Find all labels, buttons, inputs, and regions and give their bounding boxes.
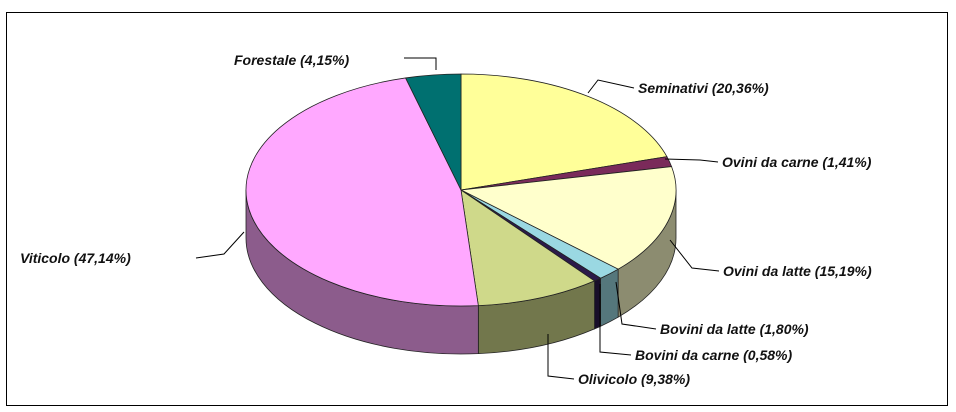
pie-slice-ovini-da-latte: [459, 166, 677, 270]
leader-line-bovini-da-latte: [615, 281, 657, 330]
leader-line-forestale: [404, 57, 437, 70]
pie-slice-olivicolo: [460, 189, 596, 307]
pie-slice-forestale: [404, 73, 462, 191]
label-viticolo: Viticolo (47,14%): [20, 250, 131, 266]
label-seminativi: Seminativi (20,36%): [638, 80, 769, 96]
leader-line-seminativi: [587, 79, 635, 94]
leader-line-ovini-da-latte: [669, 239, 720, 272]
pie-top-faces: [245, 73, 677, 307]
slice-labels: Seminativi (20,36%) Ovini da carne (1,41…: [20, 52, 872, 387]
pie-slice-seminativi: [460, 73, 668, 191]
label-ovini-da-latte: Ovini da latte (15,19%): [723, 263, 872, 279]
leader-lines: [195, 57, 720, 380]
leader-line-viticolo: [195, 231, 245, 259]
pie-side-bovini-da-latte: [600, 268, 619, 327]
label-ovini-da-carne: Ovini da carne (1,41%): [722, 154, 872, 170]
label-bovini-da-carne: Bovini da carne (0,58%): [635, 347, 793, 363]
pie-slice-viticolo: [245, 77, 479, 307]
label-bovini-da-latte: Bovini da latte (1,80%): [660, 321, 809, 337]
label-olivicolo: Olivicolo (9,38%): [578, 371, 690, 387]
leader-line-olivicolo: [547, 334, 575, 380]
label-forestale: Forestale (4,15%): [234, 52, 349, 68]
leader-line-ovini-da-carne: [664, 158, 719, 163]
leader-line-bovini-da-carne: [599, 284, 632, 356]
